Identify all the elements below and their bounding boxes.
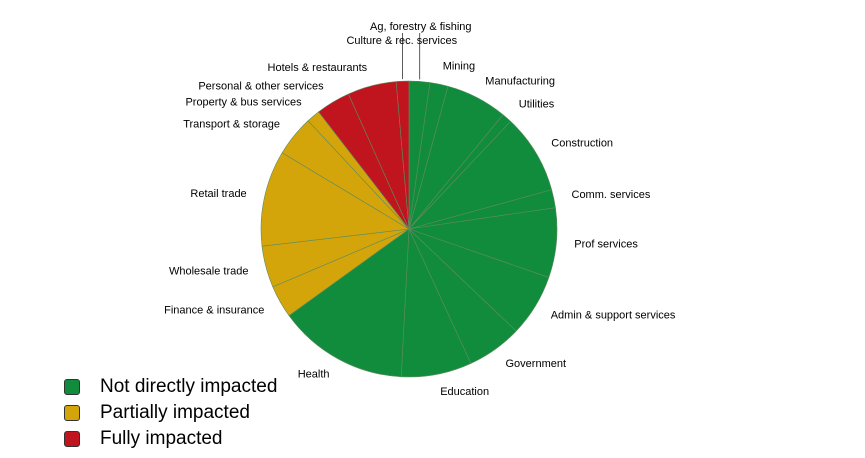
pie-slices (260, 80, 558, 378)
pie-slice-culture-rec-services (395, 80, 410, 230)
slice-label-utilities: Utilities (519, 98, 555, 110)
pie-slice-retail-trade (260, 152, 410, 247)
legend-label-fully-impacted: Fully impacted (100, 428, 223, 449)
slice-label-personal-other-services: Personal & other services (198, 81, 324, 93)
slice-labels: Ag, forestry & fishing Mining Manufacturin… (164, 21, 676, 398)
legend-item-fully-impacted: Fully impacted (64, 426, 324, 452)
pie-slice-health (288, 228, 410, 378)
legend-swatch-not-directly-impacted (64, 379, 80, 395)
slice-label-culture-rec-services: Culture & rec. services (346, 35, 457, 47)
slice-label-comm-services: Comm. services (572, 189, 651, 201)
slice-label-transport-storage: Transport & storage (183, 118, 280, 130)
slice-label-admin-support-services: Admin & support services (551, 309, 676, 321)
legend-item-not-directly-impacted: Not directly impacted (64, 374, 324, 400)
slice-label-finance-insurance: Finance & insurance (164, 304, 264, 316)
slice-label-retail-trade: Retail trade (190, 188, 246, 200)
legend-swatch-fully-impacted (64, 431, 80, 447)
slice-label-mining: Mining (443, 60, 475, 72)
legend-label-partially-impacted: Partially impacted (100, 402, 250, 423)
slice-label-education: Education (440, 386, 489, 398)
legend-item-partially-impacted: Partially impacted (64, 400, 324, 426)
slice-label-health: Health (298, 369, 330, 381)
legend-label-not-directly-impacted: Not directly impacted (100, 376, 278, 397)
leader-lines (402, 33, 421, 80)
slice-label-government: Government (506, 358, 567, 370)
slice-label-prof-services: Prof services (574, 239, 638, 251)
slice-label-manufacturing: Manufacturing (485, 76, 555, 88)
slice-label-hotels-restaurants: Hotels & restaurants (268, 62, 368, 74)
slice-label-property-bus-services: Property & bus services (185, 96, 302, 108)
slice-label-wholesale-trade: Wholesale trade (169, 265, 249, 277)
legend-swatch-partially-impacted (64, 405, 80, 421)
slice-label-construction: Construction (551, 137, 613, 149)
slice-label-ag-forestry-fishing: Ag, forestry & fishing (370, 21, 472, 33)
legend: Not directly impacted Partially impacted… (64, 374, 324, 452)
